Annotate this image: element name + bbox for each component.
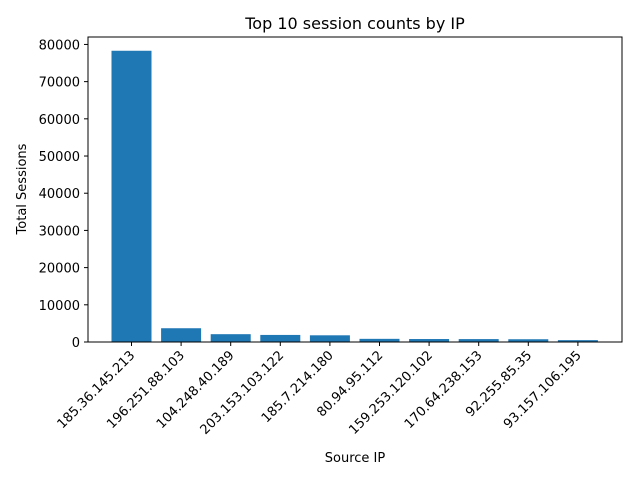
bar-7: [409, 339, 450, 342]
bar-4: [260, 334, 301, 342]
y-tick-label-8: 70000: [39, 76, 80, 91]
bars-group: [111, 50, 598, 342]
y-tick-label-2: 10000: [39, 299, 80, 314]
y-tick-label-6: 50000: [39, 150, 80, 165]
y-axis: 0 10000 20000 30000 40000 50000 60000 70000 8000…: [39, 38, 88, 351]
y-tick-label-3: 20000: [39, 262, 80, 277]
x-tick-label-4: 203.153.103.122: [198, 348, 288, 438]
bar-10: [557, 340, 598, 342]
y-tick-label-5: 40000: [39, 187, 80, 202]
y-tick-label-1: 0: [72, 336, 80, 351]
x-axis-label: Source IP: [325, 451, 386, 466]
plot-frame: [87, 36, 623, 343]
bar-5: [309, 335, 350, 342]
bar-6: [359, 338, 400, 342]
y-axis-label: Total Sessions: [15, 143, 30, 235]
bar-8: [458, 339, 499, 342]
y-tick-label-9: 80000: [39, 38, 80, 53]
y-tick-label-4: 30000: [39, 224, 80, 239]
chart-title: Top 10 session counts by IP: [244, 14, 465, 33]
x-axis: 185.36.145.213196.251.88.103104.248.40.1…: [55, 342, 585, 438]
y-tick-label-7: 60000: [39, 113, 80, 128]
bar-3: [210, 334, 251, 342]
bar-9: [508, 339, 549, 342]
bar-1: [111, 50, 152, 342]
x-tick-label-7: 159.253.120.102: [346, 348, 436, 438]
bar-2: [161, 328, 202, 342]
